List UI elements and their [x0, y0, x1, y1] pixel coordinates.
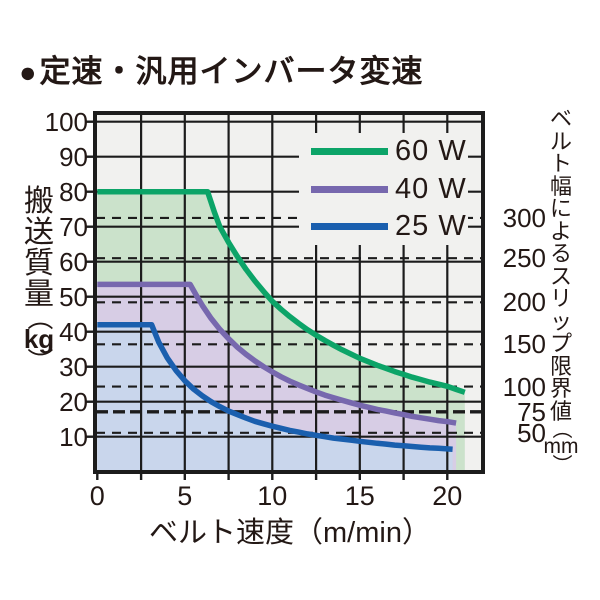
plot-border: [93, 111, 485, 474]
legend-item-40w: 40 W: [299, 171, 468, 208]
unit-text: kg: [23, 324, 55, 354]
axis-title-char: に: [549, 196, 572, 221]
axis-title-char: プ: [549, 331, 572, 356]
legend-swatch-25w: [311, 223, 388, 230]
legend-item-60w: 60 W: [299, 133, 468, 170]
x-axis-title: ベルト速度（m/min）: [149, 517, 431, 549]
legend-label-60w: 60 W: [395, 135, 467, 167]
axis-title-char: 限: [549, 353, 572, 379]
axis-title-char: ト: [549, 151, 572, 176]
axis-title-char: 量: [24, 278, 54, 311]
chart-title-text: 定速・汎用インバータ変速: [39, 54, 424, 89]
axis-title-char: 搬: [24, 185, 54, 218]
axis-title-char: 幅: [549, 173, 572, 199]
legend-label-40w: 40 W: [395, 172, 467, 205]
rotated-paren: ）: [550, 454, 572, 474]
legend-item-25w: 25 W: [299, 208, 468, 245]
axis-title-char: 値: [549, 398, 572, 424]
axis-title-char: 質: [24, 247, 54, 280]
series-line-40w: [97, 281, 457, 426]
axis-title-char: 送: [24, 216, 54, 249]
axis-title-char: ル: [549, 128, 572, 154]
chart-title: ●定速・汎用インバータ変速: [19, 46, 424, 91]
rotated-paren: （: [24, 304, 55, 331]
legend-swatch-40w: [311, 185, 388, 193]
y2-axis-title: ベルト幅によるスリップ限界値（mm）: [539, 106, 583, 474]
legend-label-25w: 25 W: [395, 210, 467, 242]
unit-text: mm: [543, 435, 579, 458]
axis-title-char: よ: [549, 218, 572, 244]
axis-title-char: ッ: [549, 308, 572, 334]
rotated-paren: ）: [24, 347, 55, 374]
rotated-paren: （: [550, 419, 572, 439]
axis-title-char: ス: [549, 263, 572, 289]
series-line-25w: [97, 321, 453, 453]
bullet-icon: ●: [19, 57, 38, 89]
axis-title-char: 界: [549, 376, 572, 401]
legend-swatch-60w: [311, 148, 388, 155]
legend: 60 W 40 W 25 W: [299, 133, 468, 245]
axis-title-char: る: [549, 241, 572, 266]
series-area-25w: [97, 324, 453, 472]
series-line-60w: [97, 188, 466, 395]
y-axis-title: 搬送質量（kg）: [16, 185, 62, 374]
axis-title-char: リ: [549, 286, 572, 311]
axis-title-char: ベ: [549, 106, 572, 131]
